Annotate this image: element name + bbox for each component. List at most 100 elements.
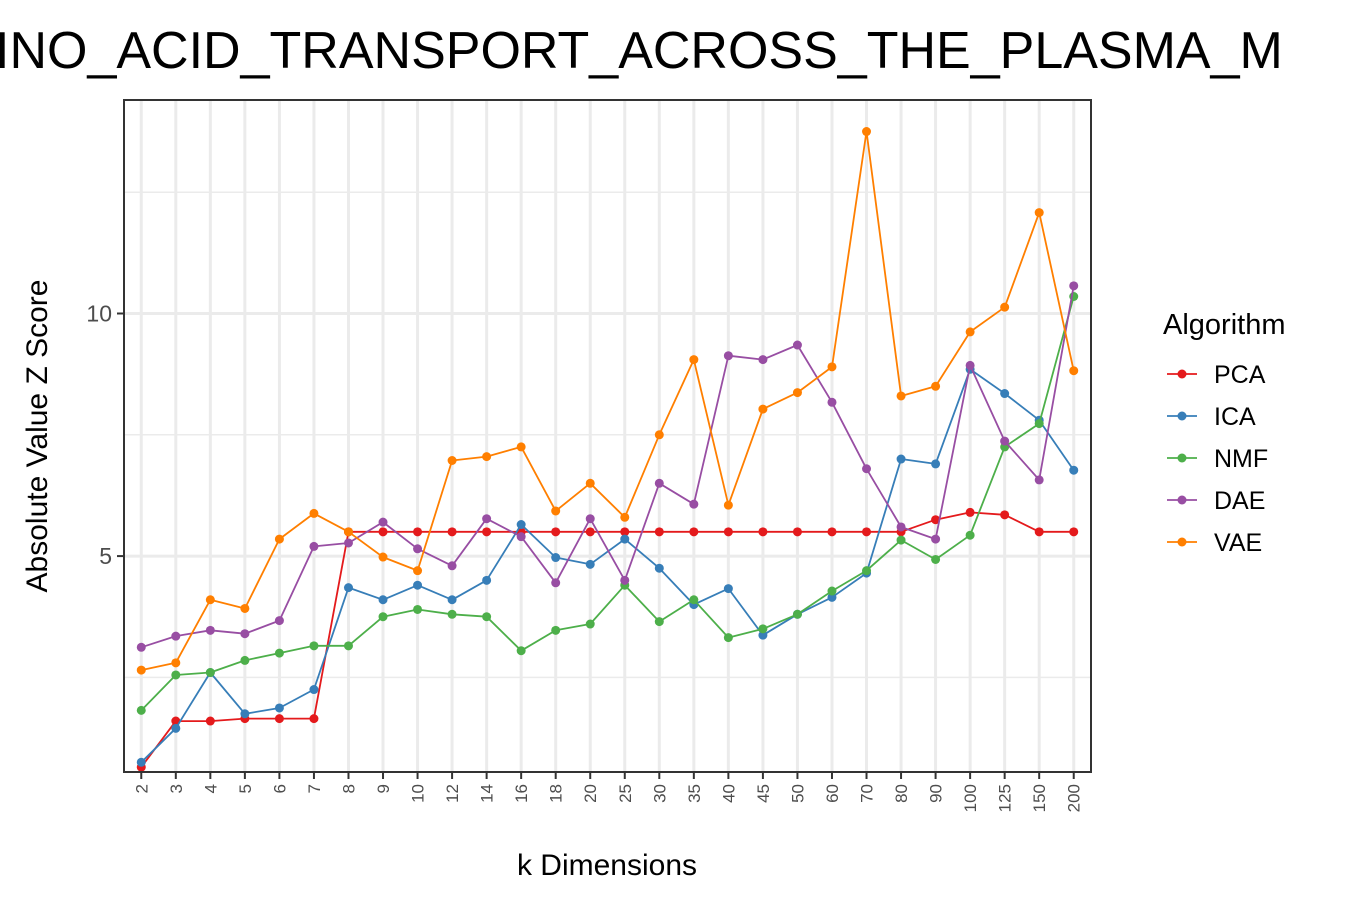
- x-tick-label: 45: [754, 784, 773, 803]
- data-point: [171, 658, 181, 668]
- data-point: [965, 327, 975, 337]
- data-point: [447, 561, 457, 571]
- legend-label: PCA: [1214, 361, 1266, 389]
- data-point: [896, 454, 906, 464]
- data-point: [931, 381, 941, 391]
- x-tick-label: 6: [270, 784, 289, 793]
- legend-label: VAE: [1214, 529, 1262, 557]
- data-point: [205, 625, 215, 635]
- data-point: [862, 127, 872, 137]
- data-point: [654, 617, 664, 627]
- data-point: [827, 527, 837, 537]
- x-tick-label: 90: [927, 784, 946, 803]
- x-tick-label: 25: [616, 784, 635, 803]
- data-point: [758, 527, 768, 537]
- x-tick-label: 2: [132, 784, 151, 793]
- data-point: [447, 527, 457, 537]
- data-point: [516, 442, 526, 452]
- data-point: [965, 360, 975, 370]
- data-point: [343, 527, 353, 537]
- data-point: [136, 705, 146, 715]
- grid: [124, 100, 1091, 772]
- legend-item-vae: VAE: [1167, 529, 1262, 557]
- series-ica: [136, 364, 1079, 767]
- data-point: [205, 595, 215, 605]
- legend-swatch-point: [1177, 453, 1187, 463]
- x-tick-label: 40: [719, 784, 738, 803]
- legend-item-pca: PCA: [1167, 361, 1266, 389]
- data-point: [792, 609, 802, 619]
- data-point: [482, 514, 492, 524]
- data-point: [827, 362, 837, 372]
- data-point: [689, 355, 699, 365]
- series-dae: [136, 281, 1079, 652]
- x-tick-label: 20: [581, 784, 600, 803]
- series-layer: [136, 127, 1079, 772]
- data-point: [1069, 366, 1079, 376]
- data-point: [723, 351, 733, 361]
- data-point: [240, 709, 250, 719]
- x-tick-label: 70: [858, 784, 877, 803]
- data-point: [931, 534, 941, 544]
- data-point: [862, 464, 872, 474]
- x-tick-label: 150: [1030, 784, 1049, 812]
- data-point: [931, 459, 941, 469]
- data-point: [585, 514, 595, 524]
- data-point: [1034, 527, 1044, 537]
- x-tick-label: 8: [339, 784, 358, 793]
- legend-label: NMF: [1214, 445, 1268, 473]
- data-point: [274, 534, 284, 544]
- data-point: [931, 554, 941, 564]
- data-point: [378, 612, 388, 622]
- legend-title: Algorithm: [1163, 309, 1286, 341]
- plot-border: [123, 99, 1092, 773]
- data-point: [620, 512, 630, 522]
- data-point: [240, 655, 250, 665]
- data-point: [862, 566, 872, 576]
- data-point: [136, 642, 146, 652]
- data-point: [1000, 302, 1010, 312]
- data-point: [792, 388, 802, 398]
- data-point: [516, 646, 526, 656]
- y-axis: 5 10: [86, 300, 124, 569]
- data-point: [274, 703, 284, 713]
- x-axis: 2 3 4 5 6 7 8 9 10 12 14 16 18 20 25 30 35 40 45 50 60 70 80 90…: [132, 772, 1084, 812]
- data-point: [447, 456, 457, 466]
- data-point: [585, 559, 595, 569]
- data-point: [551, 553, 561, 563]
- data-point: [274, 616, 284, 626]
- data-point: [309, 508, 319, 518]
- data-point: [482, 612, 492, 622]
- x-tick-label: 200: [1065, 784, 1084, 812]
- data-point: [240, 629, 250, 639]
- data-point: [931, 515, 941, 525]
- data-point: [585, 478, 595, 488]
- data-point: [896, 522, 906, 532]
- series-line-pca: [140, 511, 1074, 768]
- data-point: [654, 478, 664, 488]
- x-tick-label: 35: [685, 784, 704, 803]
- data-point: [723, 584, 733, 594]
- data-point: [1000, 510, 1010, 520]
- data-point: [378, 595, 388, 605]
- data-point: [309, 714, 319, 724]
- data-point: [413, 527, 423, 537]
- x-tick-label: 14: [478, 784, 497, 803]
- y-tick-label: 10: [86, 300, 112, 326]
- data-point: [240, 603, 250, 613]
- x-tick-label: 30: [650, 784, 669, 803]
- y-tick-label: 5: [99, 543, 112, 569]
- data-point: [309, 685, 319, 695]
- data-point: [482, 575, 492, 585]
- data-point: [171, 670, 181, 680]
- legend-swatch-point: [1177, 369, 1187, 379]
- legend-item-ica: ICA: [1167, 403, 1256, 431]
- data-point: [378, 552, 388, 562]
- x-tick-label: 5: [236, 784, 255, 793]
- data-point: [620, 575, 630, 585]
- data-point: [965, 530, 975, 540]
- data-point: [1034, 475, 1044, 485]
- x-axis-title: k Dimensions: [517, 849, 697, 882]
- data-point: [620, 534, 630, 544]
- data-point: [827, 397, 837, 407]
